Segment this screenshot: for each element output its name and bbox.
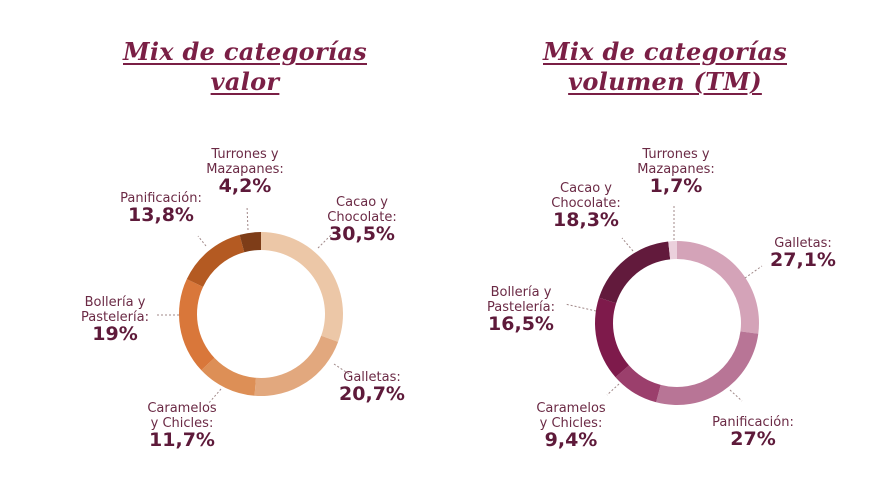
slice-label-name: Galletas: [343, 370, 400, 385]
leader-line [207, 388, 222, 405]
slice-label-name: Chocolate: [551, 196, 620, 211]
slice-label-name: Bollería y [491, 285, 552, 300]
chart-title-line: valor [210, 67, 280, 96]
slice-label-value: 19% [92, 323, 137, 345]
slice-label-name: Turrones y [210, 147, 278, 162]
chart-title-line: Mix de categorías [543, 37, 787, 66]
slice-label: Galletas:20,7% [339, 370, 405, 405]
leader-line [317, 233, 333, 249]
leader-line [246, 205, 249, 231]
donut-slice [599, 241, 671, 304]
chart-title-line: volumen (TM) [568, 67, 762, 96]
donut-slice [179, 279, 215, 371]
slice-label-name: Bollería y [85, 295, 146, 310]
slice-label-name: Chocolate: [327, 210, 396, 225]
donut-slice [254, 335, 339, 396]
slice-label-value: 4,2% [219, 175, 272, 197]
slice-label-value: 9,4% [545, 429, 598, 451]
donut-slice [668, 241, 677, 260]
slice-label-name: Panificación: [120, 191, 202, 206]
slice-label: Galletas:27,1% [770, 236, 836, 271]
slice-label-name: Galletas: [774, 236, 831, 251]
slice-label-name: Turrones y [641, 147, 709, 162]
slice-label: Panificación:13,8% [120, 191, 202, 226]
leader-line [729, 389, 743, 402]
donut-slice [186, 234, 245, 287]
slice-label-name: Caramelos [536, 401, 606, 416]
slice-label-name: Cacao y [336, 195, 388, 210]
donut-slice [261, 232, 343, 342]
slice-label-name: Mazapanes: [206, 162, 284, 177]
slice-label-name: Mazapanes: [637, 162, 715, 177]
donut-slice [595, 297, 629, 378]
chart-title-line: Mix de categorías [123, 37, 367, 66]
slice-label: Panificación:27% [712, 415, 794, 450]
slice-label-value: 27,1% [770, 249, 836, 271]
chart-title-valor: Mix de categorías valor [110, 37, 380, 97]
leader-line [197, 235, 207, 247]
slice-label-name: y Chicles: [540, 416, 603, 431]
slice-label-value: 13,8% [128, 204, 194, 226]
slice-label-name: Cacao y [560, 181, 612, 196]
donut-slice [656, 331, 759, 405]
leader-line [621, 237, 634, 252]
donut-slice [201, 357, 256, 396]
slice-label-value: 30,5% [329, 223, 395, 245]
donut-chart-1: Galletas:27,1% Panificación:27% Caramelosy… [487, 147, 836, 451]
leader-line [744, 265, 763, 279]
slice-label-value: 27% [730, 428, 775, 450]
slice-label-value: 18,3% [553, 209, 619, 231]
slice-label-name: Panificación: [712, 415, 794, 430]
donut-slice [615, 365, 661, 403]
slice-label-value: 20,7% [339, 383, 405, 405]
chart-title-volumen: Mix de categorías volumen (TM) [520, 37, 810, 97]
slice-label-value: 16,5% [488, 313, 554, 335]
slice-label-name: Pastelería: [487, 300, 555, 315]
slice-label-value: 1,7% [650, 175, 703, 197]
leader-line [564, 303, 597, 312]
slice-label-name: Pastelería: [81, 310, 149, 325]
donut-slice [677, 241, 760, 334]
leader-line [606, 383, 620, 396]
slice-label-name: Caramelos [147, 401, 217, 416]
slice-label-value: 11,7% [149, 429, 215, 451]
slice-label-name: y Chicles: [151, 416, 214, 431]
donut-slice [239, 232, 261, 253]
